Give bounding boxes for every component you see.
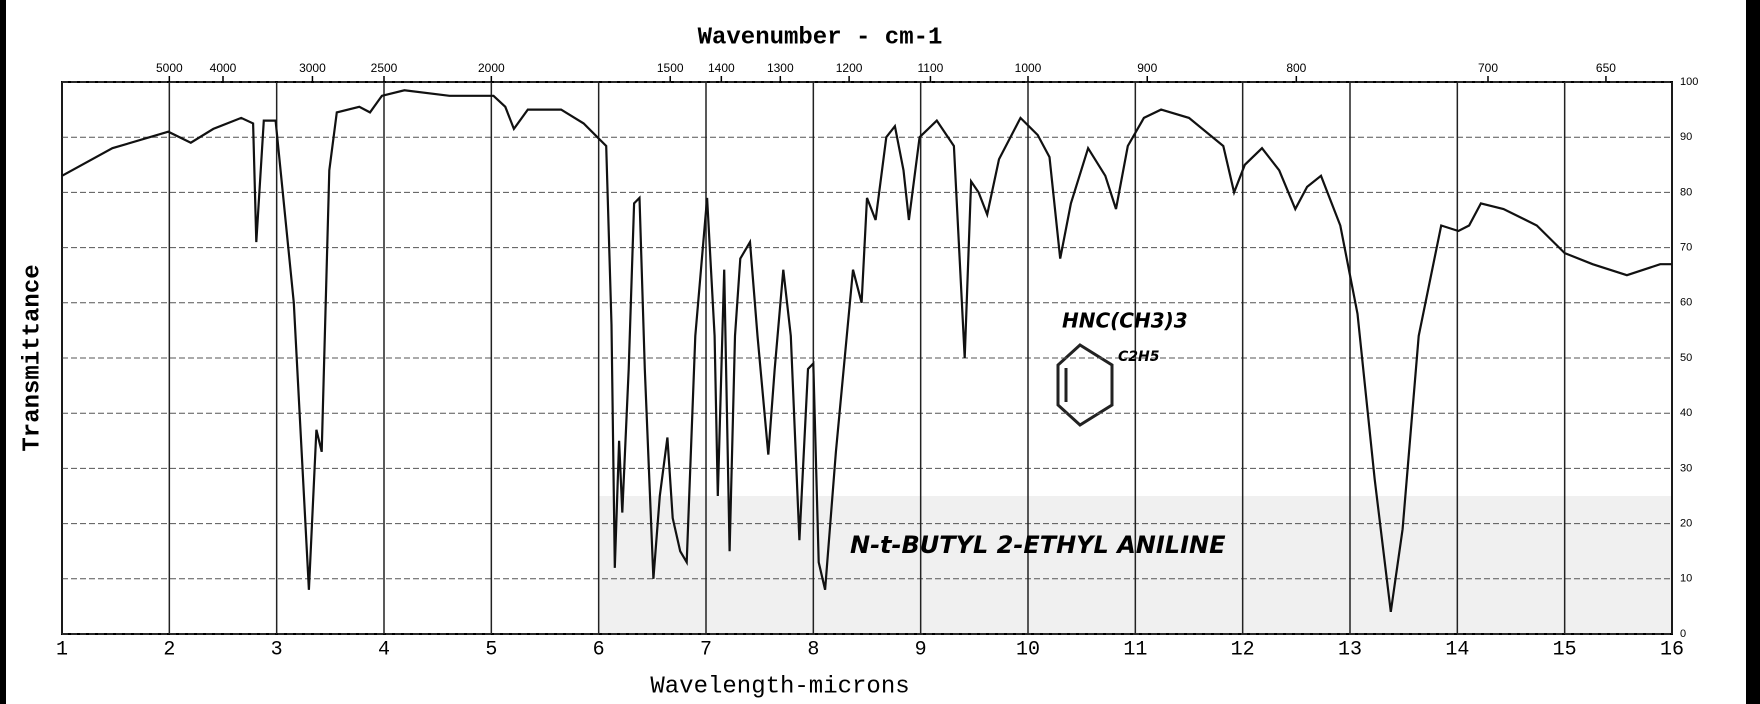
x2-tick-label: 4000 [210, 61, 237, 75]
y-tick-label: 0 [1680, 628, 1686, 640]
x-tick-label: 15 [1553, 638, 1577, 661]
y-tick-label: 30 [1680, 462, 1692, 474]
y-tick-label: 100 [1680, 76, 1698, 88]
x2-tick-label: 1500 [657, 61, 684, 75]
x2-tick-label: 650 [1596, 61, 1616, 75]
benzene-ring [1056, 343, 1114, 427]
spectrum-line [61, 89, 1672, 613]
x2-tick-label: 900 [1137, 61, 1157, 75]
edge [0, 0, 6, 704]
y-tick-label: 60 [1680, 297, 1692, 309]
x2-tick-label: 3000 [299, 61, 326, 75]
y-tick-label: 90 [1680, 131, 1692, 143]
x2-tick-label: 1000 [1015, 61, 1042, 75]
x2-tick-label: 1100 [918, 61, 944, 75]
y-tick-label: 80 [1680, 186, 1692, 198]
x-tick-label: 1 [56, 638, 68, 661]
x2-tick-label: 2000 [478, 61, 505, 75]
x-tick-label: 2 [163, 638, 175, 661]
x-tick-label: 16 [1660, 638, 1684, 661]
x2-tick-label: 5000 [156, 61, 183, 75]
y-tick-label: 20 [1680, 518, 1692, 530]
x2-tick-label: 2500 [371, 61, 398, 75]
x-tick-label: 7 [700, 638, 712, 661]
y-axis-label: Transmittance [19, 264, 46, 451]
y-tick-label: 50 [1680, 352, 1692, 364]
x-tick-label: 8 [807, 638, 819, 661]
x2-tick-label: 1200 [836, 61, 863, 75]
y-tick-label: 10 [1680, 573, 1692, 585]
annotation: C2H5 [1118, 349, 1160, 365]
x-tick-label: 3 [271, 638, 283, 661]
x2-tick-label: 1300 [767, 61, 794, 75]
x-tick-label: 4 [378, 638, 390, 661]
x2-tick-label: 1400 [708, 61, 735, 75]
x-tick-label: 5 [485, 638, 497, 661]
x-tick-label: 13 [1338, 638, 1362, 661]
annotation: HNC(CH3)3 [1062, 309, 1188, 333]
x2-tick-label: 700 [1478, 61, 1498, 75]
x-tick-label: 9 [915, 638, 927, 661]
x2-tick-label: 800 [1286, 61, 1306, 75]
annotation: N-t-BUTYL 2-ETHYL ANILINE [850, 531, 1226, 559]
x-axis-label: Wavelength-microns [650, 673, 909, 700]
y-tick-label: 70 [1680, 242, 1692, 254]
x-tick-label: 6 [593, 638, 605, 661]
chart-title: Wavenumber - cm-1 [698, 24, 943, 51]
y-tick-label: 40 [1680, 407, 1692, 419]
x-tick-label: 12 [1231, 638, 1255, 661]
x-tick-label: 10 [1016, 638, 1040, 661]
x-tick-label: 11 [1123, 638, 1147, 661]
x-tick-label: 14 [1445, 638, 1469, 661]
